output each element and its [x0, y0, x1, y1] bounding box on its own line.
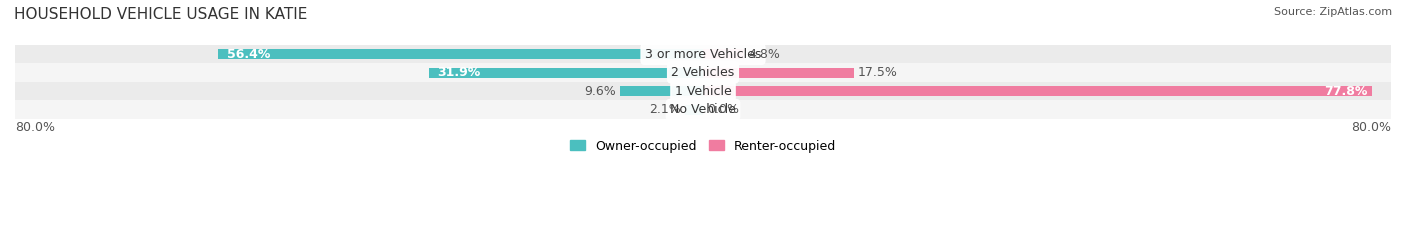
Text: Source: ZipAtlas.com: Source: ZipAtlas.com	[1274, 7, 1392, 17]
Text: No Vehicle: No Vehicle	[671, 103, 735, 116]
Bar	[15, 45, 1391, 63]
Legend: Owner-occupied, Renter-occupied: Owner-occupied, Renter-occupied	[565, 134, 841, 158]
Text: 2 Vehicles: 2 Vehicles	[672, 66, 734, 79]
Text: 4.8%: 4.8%	[748, 48, 780, 61]
Bar	[703, 68, 853, 78]
Text: 80.0%: 80.0%	[15, 121, 55, 134]
Bar	[703, 86, 1372, 96]
Bar	[703, 49, 744, 59]
Bar	[685, 105, 703, 115]
Bar	[15, 100, 1391, 119]
Text: 17.5%: 17.5%	[858, 66, 897, 79]
Bar	[620, 86, 703, 96]
Text: 9.6%: 9.6%	[585, 85, 616, 98]
Text: 77.8%: 77.8%	[1324, 85, 1368, 98]
Bar	[429, 68, 703, 78]
Text: 31.9%: 31.9%	[437, 66, 481, 79]
Bar	[218, 49, 703, 59]
Text: 0.0%: 0.0%	[707, 103, 740, 116]
Text: 1 Vehicle: 1 Vehicle	[675, 85, 731, 98]
Text: 80.0%: 80.0%	[1351, 121, 1391, 134]
Bar	[15, 63, 1391, 82]
Bar	[15, 82, 1391, 100]
Text: HOUSEHOLD VEHICLE USAGE IN KATIE: HOUSEHOLD VEHICLE USAGE IN KATIE	[14, 7, 308, 22]
Text: 56.4%: 56.4%	[226, 48, 270, 61]
Text: 3 or more Vehicles: 3 or more Vehicles	[645, 48, 761, 61]
Text: 2.1%: 2.1%	[650, 103, 681, 116]
